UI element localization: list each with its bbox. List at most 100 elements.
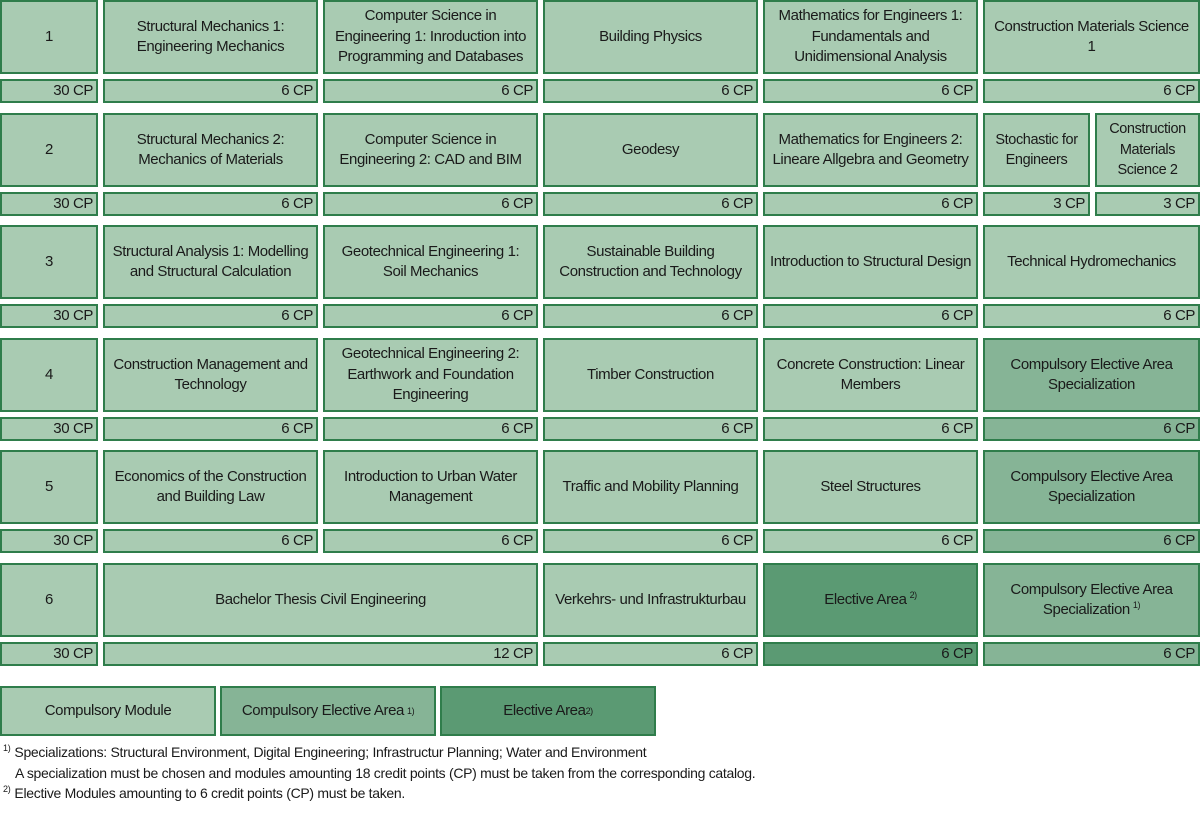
- module-credits-text: 6 CP: [281, 419, 313, 437]
- module-box-text: Stochastic for Engineers: [995, 131, 1078, 169]
- module-box-text: Verkehrs- und Infrastrukturbau: [555, 590, 746, 608]
- module-box-text: Structural Analysis 1: Modelling and Str…: [112, 242, 309, 281]
- module-credits-text: 6 CP: [1163, 419, 1195, 437]
- module-credits-text: 3 CP: [1053, 194, 1085, 212]
- module-credits-text: 6 CP: [721, 531, 753, 549]
- module-credits-text: 6 CP: [721, 306, 753, 324]
- module-box[interactable]: Geodesy: [543, 113, 758, 187]
- module-box[interactable]: Compulsory Elective Area Specialization: [983, 450, 1200, 524]
- module-credits-text: 6 CP: [281, 306, 313, 324]
- module-credits-text: 6 CP: [941, 306, 973, 324]
- legend-elective-area: Elective Area 2): [440, 686, 656, 736]
- module-box[interactable]: Construction Management and Technology: [103, 338, 318, 412]
- module-box-text: Elective Area 2): [824, 589, 918, 608]
- module-credits: 6 CP: [323, 192, 538, 216]
- module-box-text: Structural Mechanics 2: Mechanics of Mat…: [136, 130, 285, 169]
- module-box[interactable]: Compulsory Elective Area Specialization 1…: [983, 563, 1200, 637]
- module-box[interactable]: Compulsory Elective Area Specialization: [983, 338, 1200, 412]
- module-box[interactable]: Construction Materials Science 2: [1095, 113, 1200, 187]
- semester-number-text: 3: [45, 252, 53, 270]
- module-box[interactable]: Construction Materials Science 1: [983, 0, 1200, 74]
- module-credits: 6 CP: [543, 79, 758, 103]
- module-box[interactable]: Traffic and Mobility Planning: [543, 450, 758, 524]
- module-box[interactable]: Building Physics: [543, 0, 758, 74]
- module-credits: 6 CP: [763, 192, 978, 216]
- semester-credits: 30 CP: [0, 192, 98, 216]
- footnote-2: 2) Elective Modules amounting to 6 credit…: [3, 783, 755, 804]
- legend-label: Compulsory Elective Area: [241, 701, 405, 719]
- module-box[interactable]: Verkehrs- und Infrastrukturbau: [543, 563, 758, 637]
- module-credits: 6 CP: [763, 642, 978, 666]
- module-box-text: Mathematics for Engineers 1: Fundamental…: [778, 7, 963, 66]
- semester-credits: 30 CP: [0, 417, 98, 441]
- module-credits: 6 CP: [983, 304, 1200, 328]
- legend-label: Compulsory Module: [44, 701, 172, 719]
- module-credits: 12 CP: [103, 642, 538, 666]
- module-credits: 6 CP: [543, 642, 758, 666]
- module-box[interactable]: Geotechnical Engineering 1: Soil Mechani…: [323, 225, 538, 299]
- module-credits: 6 CP: [103, 304, 318, 328]
- module-credits: 3 CP: [1095, 192, 1200, 216]
- semester-credits-text: 30 CP: [53, 531, 93, 549]
- semester-credits-text: 30 CP: [53, 419, 93, 437]
- footnote-text: Elective Modules amounting to 6 credit p…: [14, 785, 405, 801]
- module-credits: 6 CP: [543, 304, 758, 328]
- module-box-text: Compulsory Elective Area Specialization 1…: [1010, 580, 1173, 619]
- footnote-mark: 2): [909, 589, 918, 600]
- module-box[interactable]: Stochastic for Engineers: [983, 113, 1090, 187]
- module-box[interactable]: Structural Analysis 1: Modelling and Str…: [103, 225, 318, 299]
- module-credits: 6 CP: [323, 417, 538, 441]
- module-credits-text: 6 CP: [501, 306, 533, 324]
- module-box[interactable]: Introduction to Structural Design: [763, 225, 978, 299]
- semester-number: 4: [0, 338, 98, 412]
- semester-number-text: 1: [45, 27, 53, 45]
- module-box[interactable]: Structural Mechanics 2: Mechanics of Mat…: [103, 113, 318, 187]
- module-box[interactable]: Mathematics for Engineers 1: Fundamental…: [763, 0, 978, 74]
- module-box-text: Geotechnical Engineering 1: Soil Mechani…: [341, 242, 520, 281]
- module-credits-text: 6 CP: [721, 194, 753, 212]
- module-credits: 6 CP: [543, 529, 758, 553]
- module-credits: 6 CP: [103, 529, 318, 553]
- module-box[interactable]: Steel Structures: [763, 450, 978, 524]
- module-credits-text: 6 CP: [1163, 306, 1195, 324]
- footnote-mark: 2): [3, 784, 11, 794]
- module-box-text: Construction Materials Science 1: [994, 17, 1189, 56]
- module-box[interactable]: Introduction to Urban Water Management: [323, 450, 538, 524]
- module-credits-text: 6 CP: [501, 81, 533, 99]
- semester-number-text: 6: [45, 590, 53, 608]
- module-box[interactable]: Concrete Construction: Linear Members: [763, 338, 978, 412]
- module-credits-text: 6 CP: [281, 81, 313, 99]
- module-box-text: Introduction to Urban Water Management: [344, 467, 517, 506]
- module-box[interactable]: Computer Science in Engineering 1: Inrod…: [323, 0, 538, 74]
- module-box-text: Steel Structures: [820, 477, 921, 495]
- semester-number: 2: [0, 113, 98, 187]
- semester-credits: 30 CP: [0, 529, 98, 553]
- semester-credits: 30 CP: [0, 642, 98, 666]
- module-credits: 6 CP: [323, 304, 538, 328]
- module-box-text: Traffic and Mobility Planning: [562, 477, 739, 495]
- module-credits-text: 6 CP: [721, 419, 753, 437]
- module-box[interactable]: Timber Construction: [543, 338, 758, 412]
- module-box[interactable]: Mathematics for Engineers 2: Lineare All…: [763, 113, 978, 187]
- footnote-text: A specialization must be chosen and modu…: [15, 764, 756, 781]
- semester-number: 3: [0, 225, 98, 299]
- module-box[interactable]: Economics of the Construction and Buildi…: [103, 450, 318, 524]
- module-box-text: Mathematics for Engineers 2: Lineare All…: [772, 130, 969, 169]
- legend-label: Elective Area: [503, 701, 586, 719]
- legend-compulsory-module: Compulsory Module: [0, 686, 216, 736]
- module-box[interactable]: Technical Hydromechanics: [983, 225, 1200, 299]
- footnote-mark: 1): [3, 743, 11, 753]
- module-credits-text: 6 CP: [941, 419, 973, 437]
- module-box-text: Sustainable Building Construction and Te…: [559, 242, 742, 281]
- semester-credits: 30 CP: [0, 304, 98, 328]
- module-box[interactable]: Bachelor Thesis Civil Engineering: [103, 563, 538, 637]
- module-box[interactable]: Elective Area 2): [763, 563, 978, 637]
- module-box[interactable]: Geotechnical Engineering 2: Earthwork an…: [323, 338, 538, 412]
- module-credits: 6 CP: [763, 79, 978, 103]
- module-box-text: Compulsory Elective Area Specialization: [1010, 467, 1173, 506]
- module-box[interactable]: Structural Mechanics 1: Engineering Mech…: [103, 0, 318, 74]
- module-box[interactable]: Computer Science in Engineering 2: CAD a…: [323, 113, 538, 187]
- module-box-text: Computer Science in Engineering 2: CAD a…: [339, 130, 522, 169]
- module-box[interactable]: Sustainable Building Construction and Te…: [543, 225, 758, 299]
- module-box-text: Introduction to Structural Design: [769, 252, 972, 270]
